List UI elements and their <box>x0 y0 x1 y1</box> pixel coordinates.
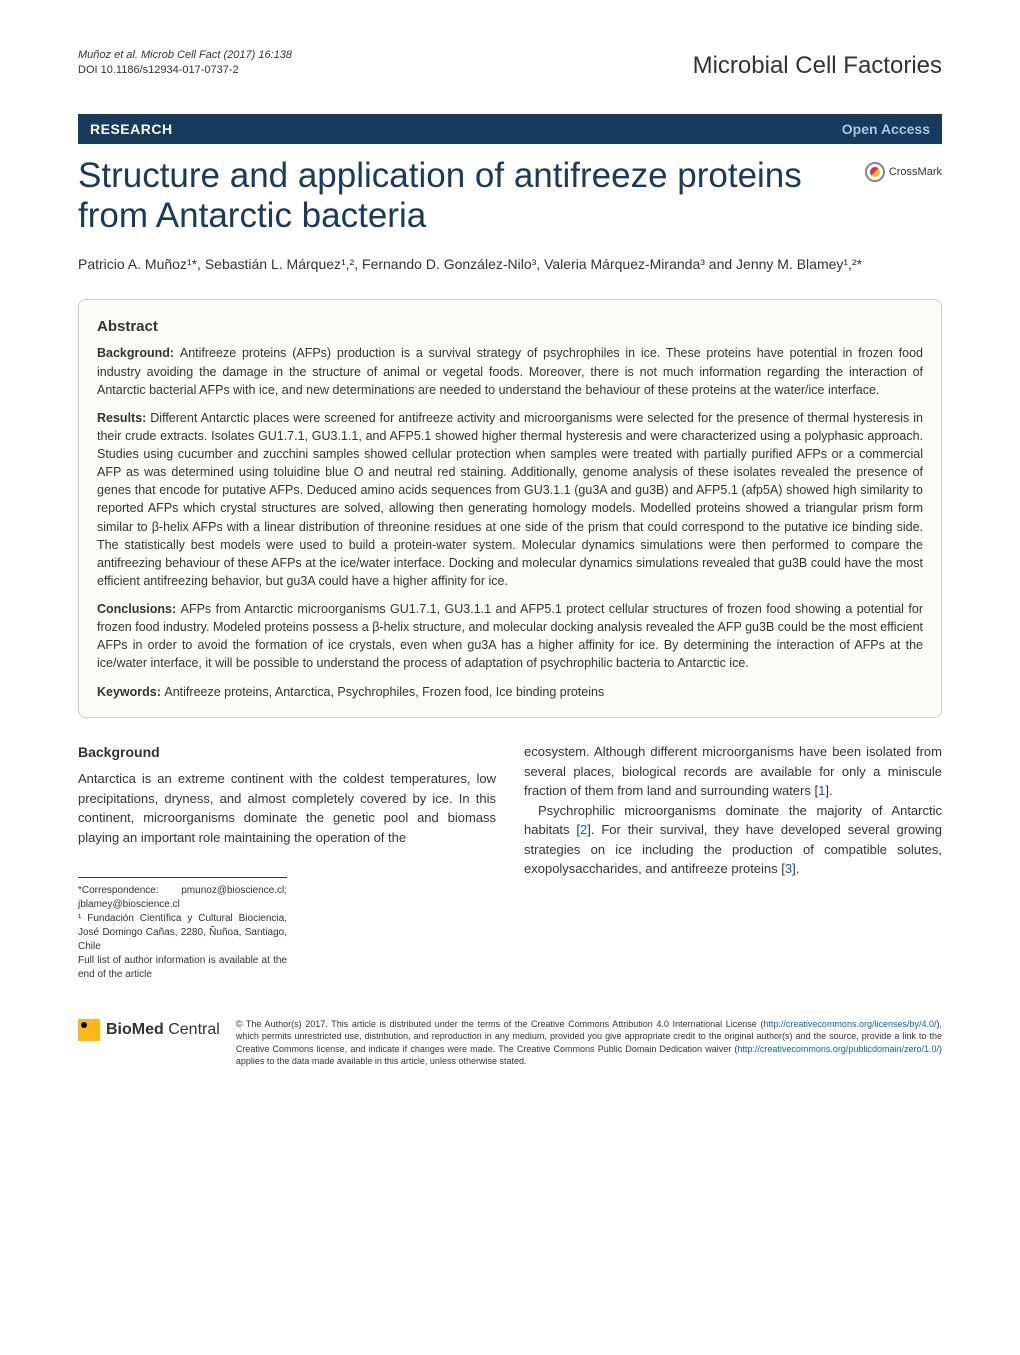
keywords-label: Keywords: <box>97 685 164 699</box>
abstract-keywords: Keywords: Antifreeze proteins, Antarctic… <box>97 683 923 702</box>
correspondence-line2: ¹ Fundación Científica y Cultural Biocie… <box>78 912 287 954</box>
header-top: Muñoz et al. Microb Cell Fact (2017) 16:… <box>78 48 942 84</box>
footer: BioMed Central © The Author(s) 2017. Thi… <box>78 1002 942 1067</box>
license-link-2[interactable]: http://creativecommons.org/publicdomain/… <box>737 1044 939 1054</box>
research-label: RESEARCH <box>90 119 173 140</box>
right-column: ecosystem. Although different microorgan… <box>524 742 942 982</box>
authors-line: Patricio A. Muñoz¹*, Sebastián L. Márque… <box>78 253 942 275</box>
crossmark-label: CrossMark <box>889 164 942 181</box>
research-bar: RESEARCH Open Access <box>78 114 942 144</box>
abstract-results: Results: Different Antarctic places were… <box>97 409 923 590</box>
body-columns: Background Antarctica is an extreme cont… <box>78 742 942 982</box>
abstract-results-label: Results: <box>97 411 150 425</box>
abstract-conclusions: Conclusions: AFPs from Antarctic microor… <box>97 600 923 673</box>
left-paragraph-1: Antarctica is an extreme continent with … <box>78 769 496 847</box>
license-link-1[interactable]: http://creativecommons.org/licenses/by/4… <box>763 1019 936 1029</box>
abstract-background: Background: Antifreeze proteins (AFPs) p… <box>97 344 923 398</box>
keywords-text: Antifreeze proteins, Antarctica, Psychro… <box>164 685 604 699</box>
crossmark-icon <box>865 162 885 182</box>
biomed-central-logo[interactable]: BioMed Central <box>78 1018 220 1042</box>
right-paragraph-1: ecosystem. Although different microorgan… <box>524 742 942 801</box>
crossmark-inner-icon <box>870 167 880 177</box>
background-heading: Background <box>78 742 496 763</box>
license-text: © The Author(s) 2017. This article is di… <box>236 1018 942 1067</box>
journal-name: Microbial Cell Factories <box>693 48 942 84</box>
doi-text: DOI 10.1186/s12934-017-0737-2 <box>78 63 292 78</box>
bmc-bold: BioMed <box>106 1021 164 1038</box>
license-a: © The Author(s) 2017. This article is di… <box>236 1019 764 1029</box>
title-row: Structure and application of antifreeze … <box>78 156 942 237</box>
abstract-background-text: Antifreeze proteins (AFPs) production is… <box>97 346 923 396</box>
bmc-text: BioMed Central <box>106 1018 220 1042</box>
abstract-background-label: Background: <box>97 346 180 360</box>
article-title: Structure and application of antifreeze … <box>78 156 845 237</box>
correspondence-block: *Correspondence: pmunoz@bioscience.cl; j… <box>78 877 287 982</box>
open-access-label: Open Access <box>842 119 930 140</box>
crossmark-badge[interactable]: CrossMark <box>865 162 942 182</box>
right-p1-b: ]. <box>825 783 832 798</box>
header-citation-block: Muñoz et al. Microb Cell Fact (2017) 16:… <box>78 48 292 79</box>
right-p2-b: ]. For their survival, they have develop… <box>524 822 942 876</box>
right-p1-a: ecosystem. Although different microorgan… <box>524 744 942 798</box>
left-column: Background Antarctica is an extreme cont… <box>78 742 496 982</box>
abstract-results-text: Different Antarctic places were screened… <box>97 411 923 588</box>
abstract-conclusions-label: Conclusions: <box>97 602 181 616</box>
correspondence-line1: *Correspondence: pmunoz@bioscience.cl; j… <box>78 884 287 912</box>
right-paragraph-2: Psychrophilic microorganisms dominate th… <box>524 801 942 879</box>
bmc-light: Central <box>164 1021 220 1038</box>
bmc-square-icon <box>78 1019 100 1041</box>
right-p2-c: ]. <box>792 861 799 876</box>
page-container: Muñoz et al. Microb Cell Fact (2017) 16:… <box>0 0 1020 1107</box>
citation-text: Muñoz et al. Microb Cell Fact (2017) 16:… <box>78 48 292 63</box>
abstract-box: Abstract Background: Antifreeze proteins… <box>78 299 942 718</box>
abstract-conclusions-text: AFPs from Antarctic microorganisms GU1.7… <box>97 602 923 670</box>
correspondence-line3: Full list of author information is avail… <box>78 954 287 982</box>
abstract-heading: Abstract <box>97 316 923 339</box>
